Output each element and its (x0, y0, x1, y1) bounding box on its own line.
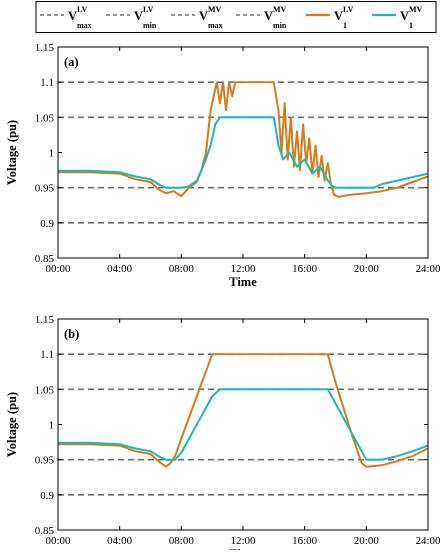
legend-label-2: V (199, 9, 208, 23)
legend-label-3: V (264, 9, 273, 23)
legend-sup-0: LV (77, 5, 88, 14)
y-tick-label: 1.1 (40, 349, 54, 361)
legend-box (35, 1, 437, 33)
x-tick-label: 24:00 (415, 535, 441, 547)
panel-label: (a) (64, 55, 79, 69)
x-tick-label: 00:00 (45, 535, 71, 547)
x-tick-label: 20:00 (354, 535, 380, 547)
x-tick-label: 04:00 (107, 535, 133, 547)
y-tick-label: 1.15 (35, 42, 55, 54)
panel-0: 00:00 04:00 08:00 12:00 16:00 20:00 24:00 0.85 0… (5, 42, 441, 289)
y-tick-label: 0.85 (35, 525, 55, 537)
legend-label-5: V (400, 9, 409, 23)
legend-label-0: V (68, 9, 77, 23)
legend-sub-4: 1 (343, 21, 347, 30)
legend-sup-1: LV (143, 5, 154, 14)
series-line-0 (58, 81, 429, 198)
y-tick-label: 1.05 (35, 384, 55, 396)
x-tick-label: 04:00 (107, 263, 133, 275)
legend-label-1: V (134, 9, 143, 23)
legend-sub-1: min (143, 21, 157, 30)
y-tick-label: 0.95 (35, 183, 55, 195)
legend-sup-2: MV (208, 5, 222, 14)
series-line-1 (58, 116, 429, 189)
x-tick-label: 12:00 (230, 263, 256, 275)
panel-1: 00:00 04:00 08:00 12:00 16:00 20:00 24:00 0.85 0… (5, 314, 441, 555)
legend-sup-5: MV (409, 5, 423, 14)
x-axis-label: Time (229, 275, 257, 289)
legend-sup-3: MV (273, 5, 287, 14)
series-line-1 (58, 388, 429, 461)
y-tick-label: 0.95 (35, 455, 55, 467)
panel-label: (b) (64, 327, 79, 341)
y-axis-label: Voltage (pu) (5, 120, 19, 185)
x-tick-label: 20:00 (354, 263, 380, 275)
x-tick-label: 00:00 (45, 263, 71, 275)
y-tick-label: 1.1 (40, 77, 54, 89)
y-tick-label: 0.85 (35, 253, 55, 265)
y-axis-label: Voltage (pu) (5, 392, 19, 457)
legend-label-4: V (334, 9, 343, 23)
x-tick-label: 16:00 (292, 263, 318, 275)
legend-sub-2: max (208, 21, 223, 30)
y-tick-label: 0.9 (40, 218, 54, 230)
y-tick-label: 1 (49, 420, 55, 432)
y-tick-label: 0.9 (40, 490, 54, 502)
x-tick-label: 12:00 (230, 535, 256, 547)
x-tick-label: 08:00 (169, 535, 195, 547)
legend-sup-4: LV (343, 5, 354, 14)
legend-sub-0: max (77, 21, 92, 30)
axes-frame (57, 46, 429, 259)
x-tick-label: 16:00 (292, 535, 318, 547)
y-tick-label: 1.05 (35, 112, 55, 124)
x-tick-label: 24:00 (415, 263, 441, 275)
series-line-0 (58, 353, 429, 468)
x-tick-label: 08:00 (169, 263, 195, 275)
legend-sub-5: 1 (409, 21, 413, 30)
y-tick-label: 1 (49, 148, 55, 160)
legend-sub-3: min (273, 21, 287, 30)
axes-frame (57, 318, 429, 531)
y-tick-label: 1.15 (35, 314, 55, 326)
